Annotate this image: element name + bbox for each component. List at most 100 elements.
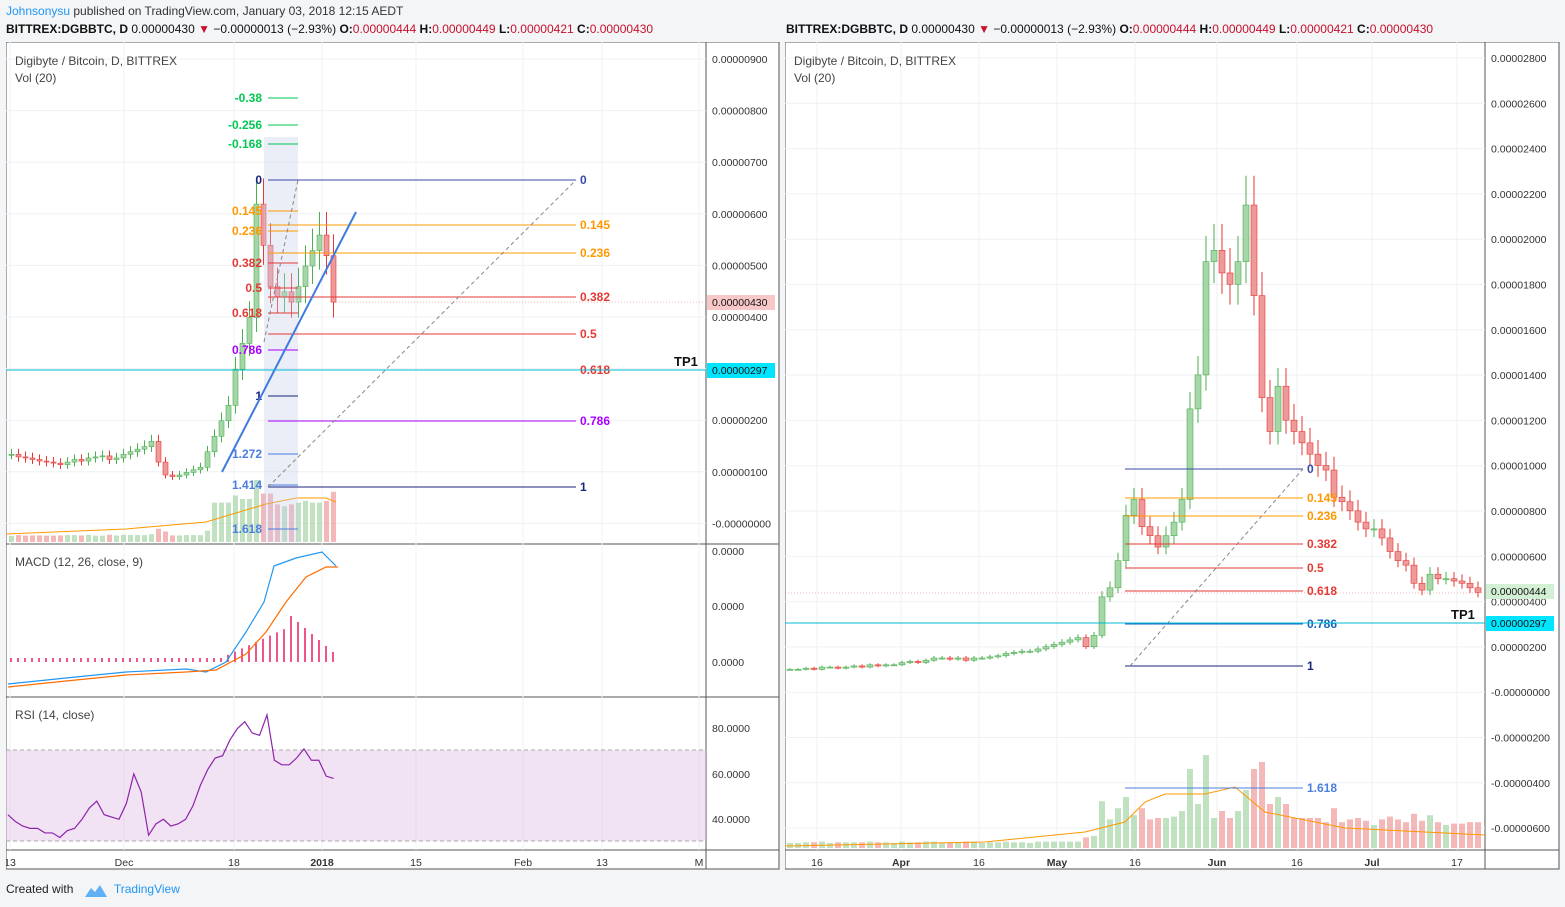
fib-right-label: 1 [580,480,587,494]
volume-bar [1051,841,1057,848]
tradingview-link[interactable]: TradingView [113,882,180,896]
volume-bar [851,842,857,848]
candle [1210,250,1218,262]
volume-bar [58,535,63,542]
volume-bar [1435,822,1441,848]
fib-right-label: 0.5 [580,327,597,341]
volume-bar [1379,819,1385,848]
volume-bar [1283,804,1289,848]
ticker-low: 0.00000421 [510,22,574,36]
footer-text: Created with [6,882,74,896]
right-chart[interactable]: 0 0.145 0.236 0.382 0.5 0.618 0.786 1 1.618 0.00… [785,42,1560,870]
ticker-close: 0.00000430 [1369,22,1434,36]
volume-bar [198,535,203,542]
x-tick-label: Dec [115,857,134,869]
y-tick-label: 0.00001000 [1491,461,1547,473]
candle [1146,526,1154,537]
volume-bar [1219,811,1225,848]
fib-right-label: 0.145 [580,218,610,232]
candle [1362,521,1370,530]
tp1-label: TP1 [674,354,698,369]
volume-bar [1243,790,1249,848]
down-arrow-icon: ▼ [198,22,210,36]
volume-bar [1315,818,1321,848]
candle [155,441,162,463]
volume-bar [1331,808,1337,848]
candle [295,286,302,303]
volume-bar [268,493,273,542]
volume-bar [1347,819,1353,848]
x-tick-label: Jun [1208,857,1227,869]
macd-title: MACD (12, 26, close, 9) [15,555,143,569]
volume-bar [1003,841,1009,848]
volume-bar [233,495,238,542]
candle [1274,385,1282,432]
candle [141,446,148,450]
volume-bar [107,534,112,542]
rsi-title: RSI (14, close) [15,708,94,722]
volume-bar [939,843,945,848]
footer: Created with TradingView [6,882,180,897]
volume-bar [282,506,287,542]
ticker-close: 0.00000430 [589,22,654,36]
candle [1114,560,1122,589]
volume-bar [114,535,119,542]
candle [874,664,882,667]
macd-y-tick: 0.0000 [712,657,744,669]
fib-left-label: 1.414 [232,478,262,492]
candle [1314,453,1322,466]
candle [842,666,850,669]
candle [78,459,85,462]
volume-bar [859,842,865,848]
x-tick-label: 17 [1451,857,1463,869]
volume-bar [1043,841,1049,848]
volume-bar [303,500,308,542]
candle [197,466,204,471]
volume-bar [1131,815,1137,848]
chart-title: Digibyte / Bitcoin, D, BITTREX [15,54,177,68]
author-link[interactable]: Johnsonysu [6,4,71,18]
y-tick-label: 0.00002400 [1491,144,1547,156]
volume-bar [100,535,105,542]
candle [1162,535,1170,548]
volume-bar [1275,797,1281,848]
ticker-symbol: BITTREX:DGBBTC, D [786,22,908,36]
volume-bar [1211,818,1217,848]
volume-bar [891,843,897,848]
candle [1402,560,1410,566]
fib-label: 0.618 [1307,584,1337,598]
publish-header: Johnsonysu published on TradingView.com,… [6,4,403,18]
volume-bar [1339,822,1345,848]
volume-bar [1019,842,1025,848]
candle [92,456,99,459]
volume-bar [1227,818,1233,848]
volume-bar [971,841,977,848]
volume-bar [1099,801,1105,848]
volume-bar [275,504,280,542]
volume-bar [1459,823,1465,848]
candle [810,667,818,670]
candle [330,255,337,303]
candle [1330,469,1338,498]
volume-bar [1035,841,1041,848]
candle [994,655,1002,658]
volume-bar [923,841,929,848]
ticker-change: −0.00000013 (−2.93%) [993,22,1117,36]
ticker-symbol: BITTREX:DGBBTC, D [6,22,128,36]
candle [834,666,842,669]
y-tick-label: 0.00000500 [712,260,768,272]
left-chart[interactable]: -0.38 -0.256 -0.168 0 0.145 0.236 0.382 0.5 0.61… [6,42,780,870]
candle [134,448,141,453]
volume-bar [1083,837,1089,848]
volume-bar [1267,804,1273,848]
volume-bar [163,531,168,542]
volume-bar [1075,841,1081,848]
volume-bar [1011,842,1017,848]
candle [1370,528,1378,531]
candle [1386,537,1394,552]
volume-bar [1363,820,1369,848]
candle [1090,635,1098,647]
volume-bar [883,842,889,848]
candle [898,662,906,666]
y-tick-label: 0.00000900 [712,54,768,66]
